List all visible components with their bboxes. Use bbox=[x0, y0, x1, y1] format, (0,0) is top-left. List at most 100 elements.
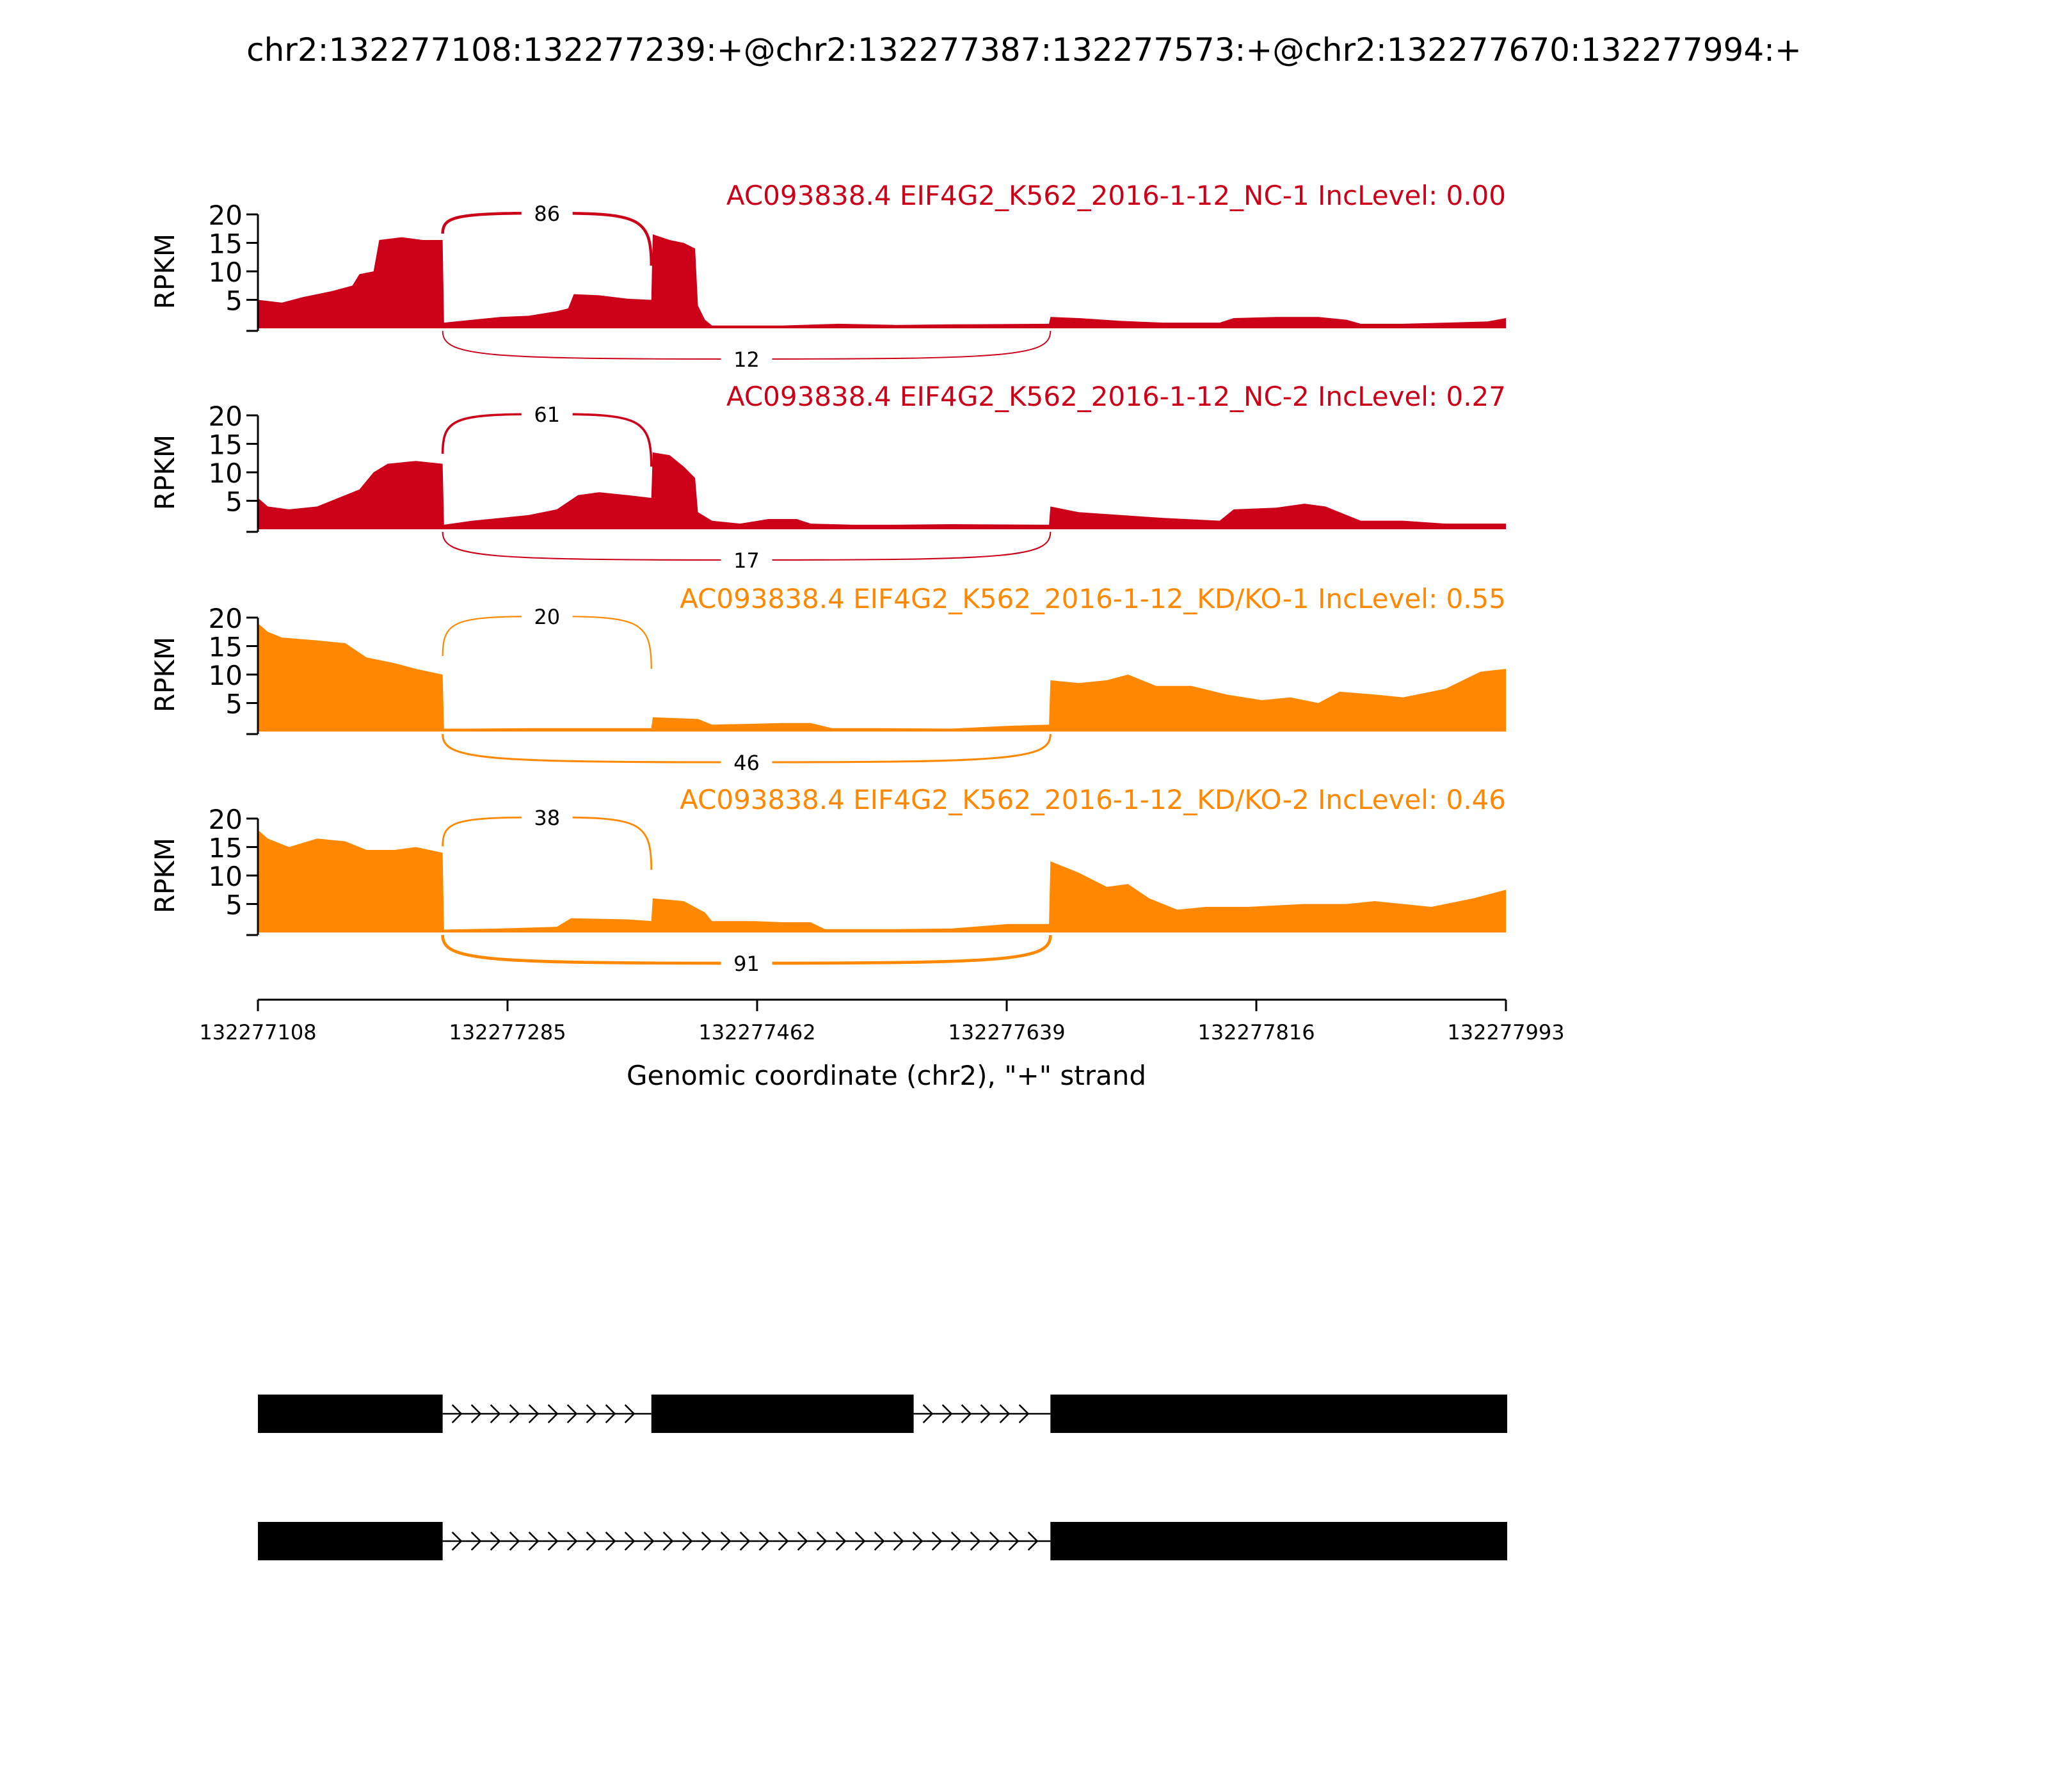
junction-count-label: 20 bbox=[534, 605, 560, 629]
strand-chevron bbox=[586, 1532, 597, 1551]
strand-chevron bbox=[662, 1532, 674, 1551]
y-axis-label: RPKM bbox=[149, 637, 180, 712]
x-tick-label: 132277993 bbox=[1447, 1020, 1564, 1044]
y-tick-label: 5 bbox=[225, 689, 243, 720]
junction-count-label: 61 bbox=[534, 403, 560, 427]
strand-chevron bbox=[490, 1404, 501, 1423]
y-tick-label: 20 bbox=[209, 603, 243, 634]
track-title: AC093838.4 EIF4G2_K562_2016-1-12_NC-1 In… bbox=[726, 180, 1506, 211]
x-tick-label: 132277108 bbox=[199, 1020, 316, 1044]
coverage-area bbox=[258, 829, 1506, 932]
y-tick-label: 10 bbox=[209, 458, 243, 489]
x-tick-label: 132277639 bbox=[948, 1020, 1065, 1044]
y-tick-label: 20 bbox=[209, 804, 243, 835]
exon-block bbox=[1050, 1395, 1507, 1433]
strand-chevron bbox=[509, 1532, 520, 1551]
strand-chevron bbox=[528, 1532, 540, 1551]
x-tick-label: 132277462 bbox=[698, 1020, 815, 1044]
strand-chevron bbox=[931, 1532, 943, 1551]
strand-chevron bbox=[816, 1532, 828, 1551]
strand-chevron bbox=[961, 1404, 972, 1423]
strand-chevron bbox=[758, 1532, 770, 1551]
coverage-area bbox=[258, 452, 1506, 529]
junction-label-bg bbox=[721, 949, 772, 977]
coverage-area bbox=[258, 623, 1506, 732]
track-title: AC093838.4 EIF4G2_K562_2016-1-12_KD/KO-2… bbox=[680, 784, 1506, 815]
strand-chevron bbox=[739, 1532, 751, 1551]
track-title: AC093838.4 EIF4G2_K562_2016-1-12_KD/KO-1… bbox=[680, 583, 1506, 614]
isoform-2 bbox=[258, 1522, 1507, 1560]
strand-chevron bbox=[547, 1404, 559, 1423]
strand-chevron bbox=[912, 1532, 924, 1551]
track-title: AC093838.4 EIF4G2_K562_2016-1-12_NC-2 In… bbox=[726, 381, 1506, 412]
y-tick-label: 15 bbox=[209, 429, 243, 461]
junction-count-label: 17 bbox=[733, 548, 760, 573]
x-tick-label: 132277285 bbox=[449, 1020, 566, 1044]
junction-label-bg bbox=[721, 345, 772, 373]
strand-chevron bbox=[470, 1404, 482, 1423]
junction-count-label: 46 bbox=[733, 751, 760, 775]
y-axis-label: RPKM bbox=[149, 234, 180, 309]
strand-chevron bbox=[1008, 1532, 1020, 1551]
strand-chevron bbox=[999, 1404, 1011, 1423]
strand-chevron bbox=[451, 1532, 463, 1551]
junction-label-bg bbox=[521, 400, 573, 428]
strand-chevron bbox=[701, 1532, 712, 1551]
strand-chevron bbox=[941, 1404, 953, 1423]
strand-chevron bbox=[470, 1532, 482, 1551]
junction-count-label: 91 bbox=[733, 952, 760, 976]
strand-chevron bbox=[980, 1404, 991, 1423]
junction-label-bg bbox=[721, 748, 772, 776]
strand-chevron bbox=[1027, 1532, 1039, 1551]
strand-chevron bbox=[922, 1404, 934, 1423]
isoform-1 bbox=[258, 1395, 1507, 1433]
strand-chevron bbox=[989, 1532, 1000, 1551]
strand-chevron bbox=[1018, 1404, 1030, 1423]
junction-label-bg bbox=[521, 803, 573, 831]
strand-chevron bbox=[950, 1532, 962, 1551]
y-tick-label: 20 bbox=[209, 401, 243, 432]
junction-label-bg bbox=[521, 602, 573, 630]
strand-chevron bbox=[970, 1532, 981, 1551]
y-tick-label: 5 bbox=[225, 890, 243, 921]
strand-chevron bbox=[528, 1404, 540, 1423]
x-tick-label: 132277816 bbox=[1197, 1020, 1315, 1044]
strand-chevron bbox=[835, 1532, 847, 1551]
strand-chevron bbox=[624, 1404, 636, 1423]
junction-label-bg bbox=[721, 546, 772, 574]
strand-chevron bbox=[682, 1532, 693, 1551]
junction-count-label: 86 bbox=[534, 202, 560, 226]
y-tick-label: 10 bbox=[209, 861, 243, 892]
y-axis-label: RPKM bbox=[149, 838, 180, 913]
y-tick-label: 15 bbox=[209, 632, 243, 663]
strand-chevron bbox=[547, 1532, 559, 1551]
coverage-area bbox=[258, 234, 1506, 328]
strand-chevron bbox=[566, 1532, 578, 1551]
strand-chevron bbox=[490, 1532, 501, 1551]
x-axis-label: Genomic coordinate (chr2), "+" strand bbox=[627, 1060, 1146, 1091]
exon-block bbox=[1050, 1522, 1507, 1560]
y-tick-label: 10 bbox=[209, 660, 243, 691]
y-tick-label: 20 bbox=[209, 200, 243, 231]
strand-chevron bbox=[451, 1404, 463, 1423]
strand-chevron bbox=[566, 1404, 578, 1423]
strand-chevron bbox=[509, 1404, 520, 1423]
junction-count-label: 12 bbox=[733, 348, 760, 372]
y-tick-label: 5 bbox=[225, 285, 243, 317]
strand-chevron bbox=[797, 1532, 808, 1551]
junction-label-bg bbox=[521, 199, 573, 227]
strand-chevron bbox=[778, 1532, 789, 1551]
strand-chevron bbox=[605, 1532, 616, 1551]
exon-block bbox=[258, 1522, 443, 1560]
strand-chevron bbox=[720, 1532, 732, 1551]
y-tick-label: 5 bbox=[225, 486, 243, 518]
strand-chevron bbox=[893, 1532, 904, 1551]
y-tick-label: 15 bbox=[209, 228, 243, 260]
y-axis-label: RPKM bbox=[149, 435, 180, 510]
